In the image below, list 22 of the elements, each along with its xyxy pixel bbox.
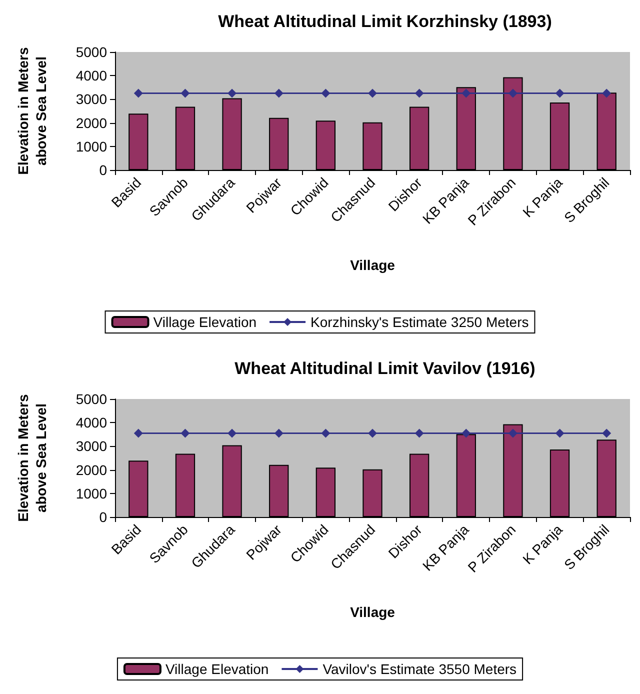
chart-title: Wheat Altitudinal Limit Vavilov (1916) bbox=[234, 359, 536, 378]
y-tick-label: 4000 bbox=[76, 68, 108, 84]
y-axis-title: Elevation in Meters above Sea Level bbox=[15, 394, 49, 522]
y-tick-label: 2000 bbox=[76, 462, 108, 478]
y-tick-label: 3000 bbox=[76, 91, 108, 108]
legend-label: Vavilov's Estimate 3550 Meters bbox=[322, 661, 517, 677]
x-axis-title: Village bbox=[350, 604, 396, 620]
y-tick-label: 0 bbox=[99, 162, 108, 178]
x-axis-title: Village bbox=[350, 257, 396, 273]
y-tick-label: 2000 bbox=[76, 114, 108, 131]
y-tick-label: 0 bbox=[99, 509, 108, 525]
y-tick-label: 5000 bbox=[76, 391, 108, 407]
y-tick-label: 3000 bbox=[76, 438, 108, 454]
y-tick-label: 5000 bbox=[76, 44, 108, 60]
legend-label: Korzhinsky's Estimate 3250 Meters bbox=[310, 314, 529, 330]
y-tick-label: 1000 bbox=[76, 138, 108, 154]
chart-title: Wheat Altitudinal Limit Korzhinsky (1893) bbox=[218, 12, 552, 31]
legend-label: Village Elevation bbox=[153, 314, 257, 330]
legend-label: Village Elevation bbox=[165, 661, 269, 677]
y-tick-label: 1000 bbox=[76, 485, 108, 502]
y-axis-title: Elevation in Meters above Sea Level bbox=[15, 46, 49, 175]
y-tick-label: 4000 bbox=[76, 414, 108, 431]
